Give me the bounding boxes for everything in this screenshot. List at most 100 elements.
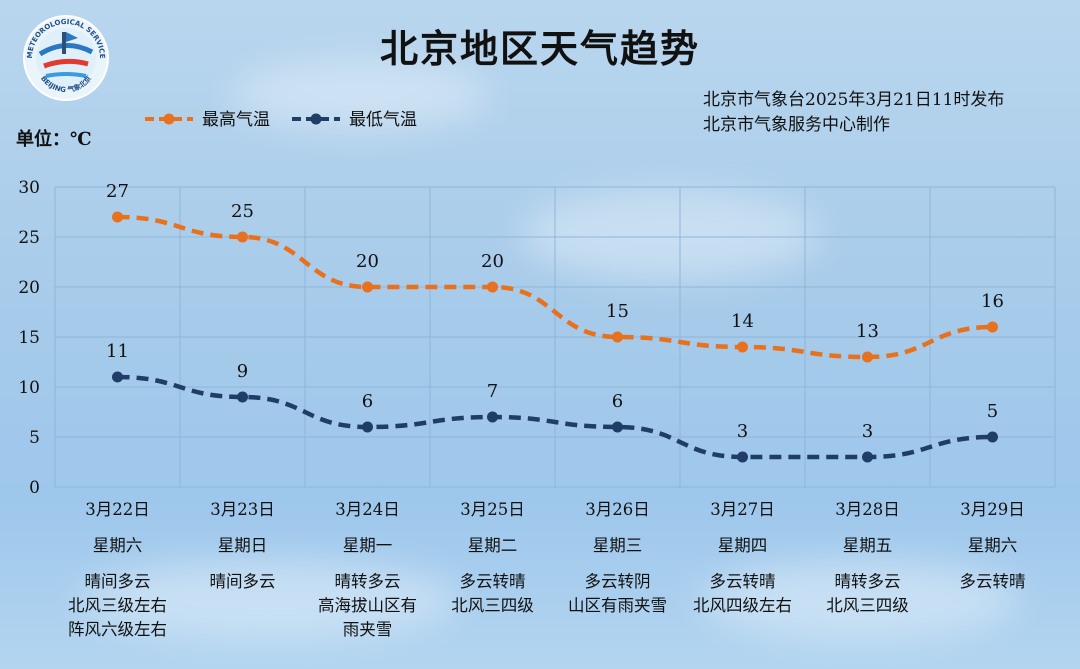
y-tick-label: 5: [29, 428, 40, 448]
day-weekday: 星期四: [717, 536, 768, 555]
day-description-line: 高海拔山区有: [318, 596, 417, 615]
data-point-low: [987, 431, 998, 443]
day-weekday: 星期日: [217, 536, 268, 555]
y-tick-label: 20: [18, 278, 40, 298]
day-column: 3月25日星期二多云转晴 北风三四级: [430, 498, 555, 618]
background-cloud: [230, 60, 490, 130]
data-label-high: 16: [981, 291, 1004, 312]
day-column: 3月24日星期一晴转多云高海拔山区有 雨夹雪: [305, 498, 430, 642]
data-point-high: [737, 341, 748, 353]
day-description: 多云转阴山区有雨夹雪: [555, 570, 680, 618]
data-point-low: [737, 451, 748, 463]
day-description: 晴间多云北风三级左右 阵风六级左右: [55, 570, 180, 642]
data-label-low: 3: [737, 421, 748, 442]
page-title: 北京地区天气趋势: [379, 26, 700, 71]
day-date: 3月29日: [960, 500, 1025, 519]
legend-marker: [310, 113, 322, 125]
data-point-low: [862, 451, 873, 463]
day-date: 3月28日: [835, 500, 900, 519]
day-description-line: 雨夹雪: [342, 620, 393, 639]
day-description: 多云转晴: [930, 570, 1055, 594]
day-description: 晴转多云高海拔山区有 雨夹雪: [305, 570, 430, 642]
y-tick-label: 0: [29, 478, 40, 498]
data-point-high: [362, 281, 373, 293]
y-tick-label: 30: [18, 178, 40, 198]
data-point-high: [987, 321, 998, 333]
day-date: 3月24日: [335, 500, 400, 519]
data-label-low: 5: [987, 401, 998, 422]
y-tick-label: 15: [18, 328, 40, 348]
day-weekday: 星期六: [967, 536, 1018, 555]
y-tick-label: 10: [18, 378, 40, 398]
data-point-low: [237, 391, 248, 403]
legend-label-low: 最低气温: [349, 110, 417, 130]
data-label-low: 6: [362, 391, 373, 412]
publisher-info: 北京市气象台2025年3月21日11时发布 北京市气象服务中心制作: [703, 88, 1004, 138]
day-description: 多云转晴北风四级左右: [680, 570, 805, 618]
day-description-line: 晴间多云: [209, 572, 276, 591]
data-point-high: [237, 231, 248, 243]
data-label-high: 25: [231, 201, 254, 222]
day-description-line: 多云转晴: [709, 572, 776, 591]
day-weekday: 星期二: [467, 536, 518, 555]
data-label-high: 20: [481, 251, 504, 272]
day-description-line: 北风四级左右: [693, 596, 792, 615]
data-label-low: 9: [237, 361, 248, 382]
data-label-high: 20: [356, 251, 379, 272]
data-label-low: 6: [612, 391, 623, 412]
meteorological-service-logo: METEOROLOGICAL SERVICE BEIJING 气象北京: [22, 14, 110, 102]
day-description-line: 晴间多云: [84, 572, 151, 591]
data-label-high: 13: [856, 321, 879, 342]
day-weekday: 星期五: [842, 536, 893, 555]
day-description: 晴转多云 北风三四级: [805, 570, 930, 618]
day-column: 3月28日星期五晴转多云北风三四级: [805, 498, 930, 618]
day-column: 3月27日星期四多云转晴北风四级左右: [680, 498, 805, 618]
data-label-low: 7: [487, 381, 498, 402]
day-column: 3月29日星期六多云转晴: [930, 498, 1055, 594]
day-column: 3月23日 星期日 晴间多云: [180, 498, 305, 594]
day-description-line: 阵风六级左右: [68, 620, 167, 639]
data-point-low: [112, 371, 123, 383]
day-description-line: 晴转多云: [334, 572, 401, 591]
day-description-line: 多云转晴: [459, 572, 526, 591]
publisher-line-2: 北京市气象服务中心制作: [703, 115, 890, 135]
data-point-high: [612, 331, 623, 343]
data-label-high: 14: [731, 311, 754, 332]
data-point-high: [487, 281, 498, 293]
day-column: 3月26日星期三多云转阴山区有雨夹雪: [555, 498, 680, 618]
series-line-low: [117, 374, 993, 460]
day-date: 3月22日: [85, 500, 150, 519]
day-date: 3月26日: [585, 500, 650, 519]
y-tick-label: 25: [18, 228, 40, 248]
background-cloud: [700, 560, 1020, 640]
data-label-high: 15: [606, 301, 629, 322]
unit-label: 单位：℃: [16, 129, 92, 150]
day-description-line: 多云转阴: [584, 572, 651, 591]
data-label-high: 27: [106, 181, 129, 202]
day-description: 多云转晴 北风三四级: [430, 570, 555, 618]
day-description-line: 北风三级左右: [68, 596, 167, 615]
day-weekday: 星期一: [342, 536, 393, 555]
day-weekday: 星期六: [92, 536, 143, 555]
background-cloud: [520, 190, 820, 280]
day-description-line: 晴转多云: [834, 572, 901, 591]
day-column: 3月22日星期六晴间多云北风三级左右 阵风六级左右: [55, 498, 180, 642]
day-description-line: 山区有雨夹雪: [568, 596, 667, 615]
data-label-low: 3: [862, 421, 873, 442]
day-date: 3月25日: [460, 500, 525, 519]
background-cloud: [80, 560, 460, 640]
data-point-low: [362, 421, 373, 433]
day-description: 晴间多云: [180, 570, 305, 594]
data-label-low: 11: [106, 341, 129, 362]
data-point-low: [612, 421, 623, 433]
series-line-high: [117, 214, 993, 360]
legend-marker: [163, 113, 175, 125]
day-date: 3月27日: [710, 500, 775, 519]
legend-label-high: 最高气温: [202, 110, 270, 130]
day-description-line: 多云转晴: [959, 572, 1026, 591]
data-point-high: [862, 351, 873, 363]
day-weekday: 星期三: [592, 536, 643, 555]
publisher-line-1: 北京市气象台2025年3月21日11时发布: [703, 90, 1005, 110]
day-description-line: 北风三四级: [826, 596, 909, 615]
